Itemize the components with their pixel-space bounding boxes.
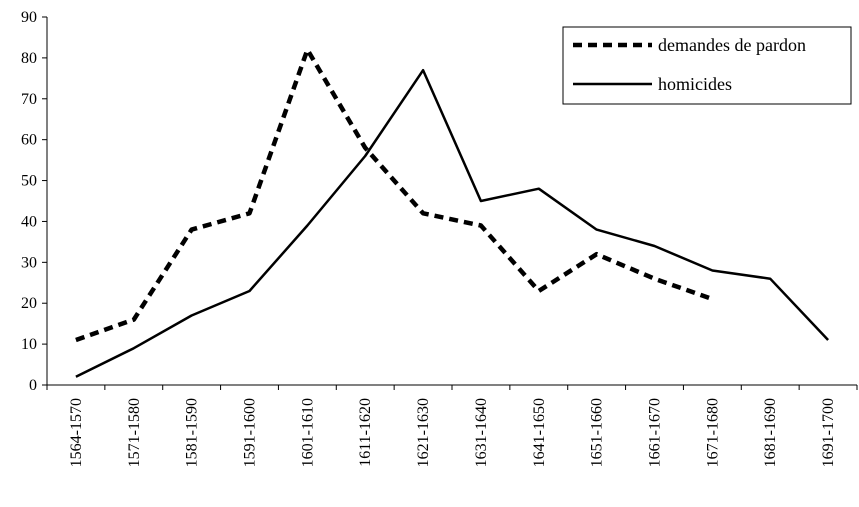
y-tick-label: 0 bbox=[29, 377, 37, 394]
y-tick-label: 60 bbox=[21, 132, 37, 149]
x-tick-label: 1641-1650 bbox=[531, 398, 548, 467]
y-tick-label: 70 bbox=[21, 91, 37, 108]
y-tick-label: 90 bbox=[21, 9, 37, 26]
series-line-homicides bbox=[75, 68, 830, 378]
legend: demandes de pardon homicides bbox=[562, 26, 852, 105]
y-tick-label: 20 bbox=[21, 295, 37, 312]
x-tick-label: 1661-1670 bbox=[647, 398, 664, 467]
x-tick-label: 1601-1610 bbox=[299, 398, 316, 467]
x-tick-label: 1691-1700 bbox=[820, 398, 837, 467]
x-tick-label: 1631-1640 bbox=[473, 398, 490, 467]
y-tick-label: 10 bbox=[21, 336, 37, 353]
x-tick-label: 1611-1620 bbox=[357, 398, 374, 467]
x-tick-label: 1564-1570 bbox=[68, 398, 85, 467]
series-line-demandes-de-pardon bbox=[75, 47, 714, 343]
y-axis-ticks: 0 10 20 30 40 50 60 70 80 90 bbox=[21, 9, 47, 394]
legend-label-demandes: demandes de pardon bbox=[658, 35, 806, 55]
y-tick-label: 40 bbox=[21, 213, 37, 230]
legend-box bbox=[562, 26, 852, 105]
x-tick-label: 1671-1680 bbox=[704, 398, 721, 467]
y-tick-label: 30 bbox=[21, 254, 37, 271]
x-axis-ticks: 1564-1570 1571-1580 1581-1590 1591-1600 1601… bbox=[46, 385, 858, 467]
x-tick-label: 1621-1630 bbox=[415, 398, 432, 467]
y-tick-label: 50 bbox=[21, 173, 37, 190]
x-tick-label: 1571-1580 bbox=[126, 398, 143, 467]
x-tick-label: 1651-1660 bbox=[589, 398, 606, 467]
x-tick-label: 1591-1600 bbox=[242, 398, 259, 467]
y-tick-label: 80 bbox=[21, 50, 37, 67]
legend-label-homicides: homicides bbox=[658, 74, 732, 94]
x-tick-label: 1581-1590 bbox=[184, 398, 201, 467]
series-lines bbox=[75, 47, 830, 378]
x-tick-label: 1681-1690 bbox=[762, 398, 779, 467]
